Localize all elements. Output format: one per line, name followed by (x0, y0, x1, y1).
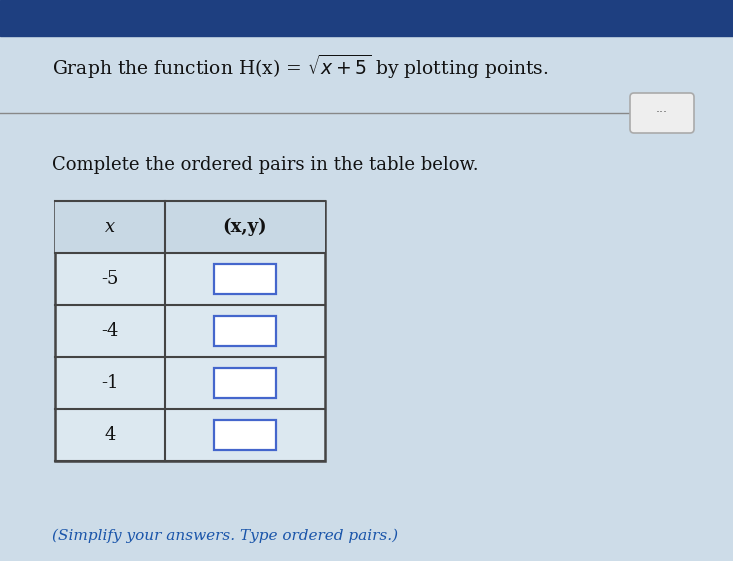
Text: 4: 4 (104, 426, 116, 444)
Text: -4: -4 (101, 322, 119, 340)
Text: (x,y): (x,y) (223, 218, 268, 236)
Bar (214, 264, 276, 294)
Bar (0, 0, 733, 36)
Text: (Simplify your answers. Type ordered pairs.): (Simplify your answers. Type ordered pai… (52, 528, 398, 543)
Bar (214, 368, 276, 398)
Text: -1: -1 (101, 374, 119, 392)
Text: -5: -5 (101, 270, 119, 288)
FancyBboxPatch shape (630, 93, 694, 133)
Text: x: x (105, 218, 115, 236)
Bar (55, 201, 325, 253)
Text: Complete the ordered pairs in the table below.: Complete the ordered pairs in the table … (52, 156, 479, 174)
Bar (214, 316, 276, 346)
Text: Graph the function H(x) = $\sqrt{x+5}$ by plotting points.: Graph the function H(x) = $\sqrt{x+5}$ b… (52, 53, 549, 81)
Text: ···: ··· (656, 107, 668, 119)
Bar (55, 201, 325, 461)
Bar (214, 420, 276, 450)
